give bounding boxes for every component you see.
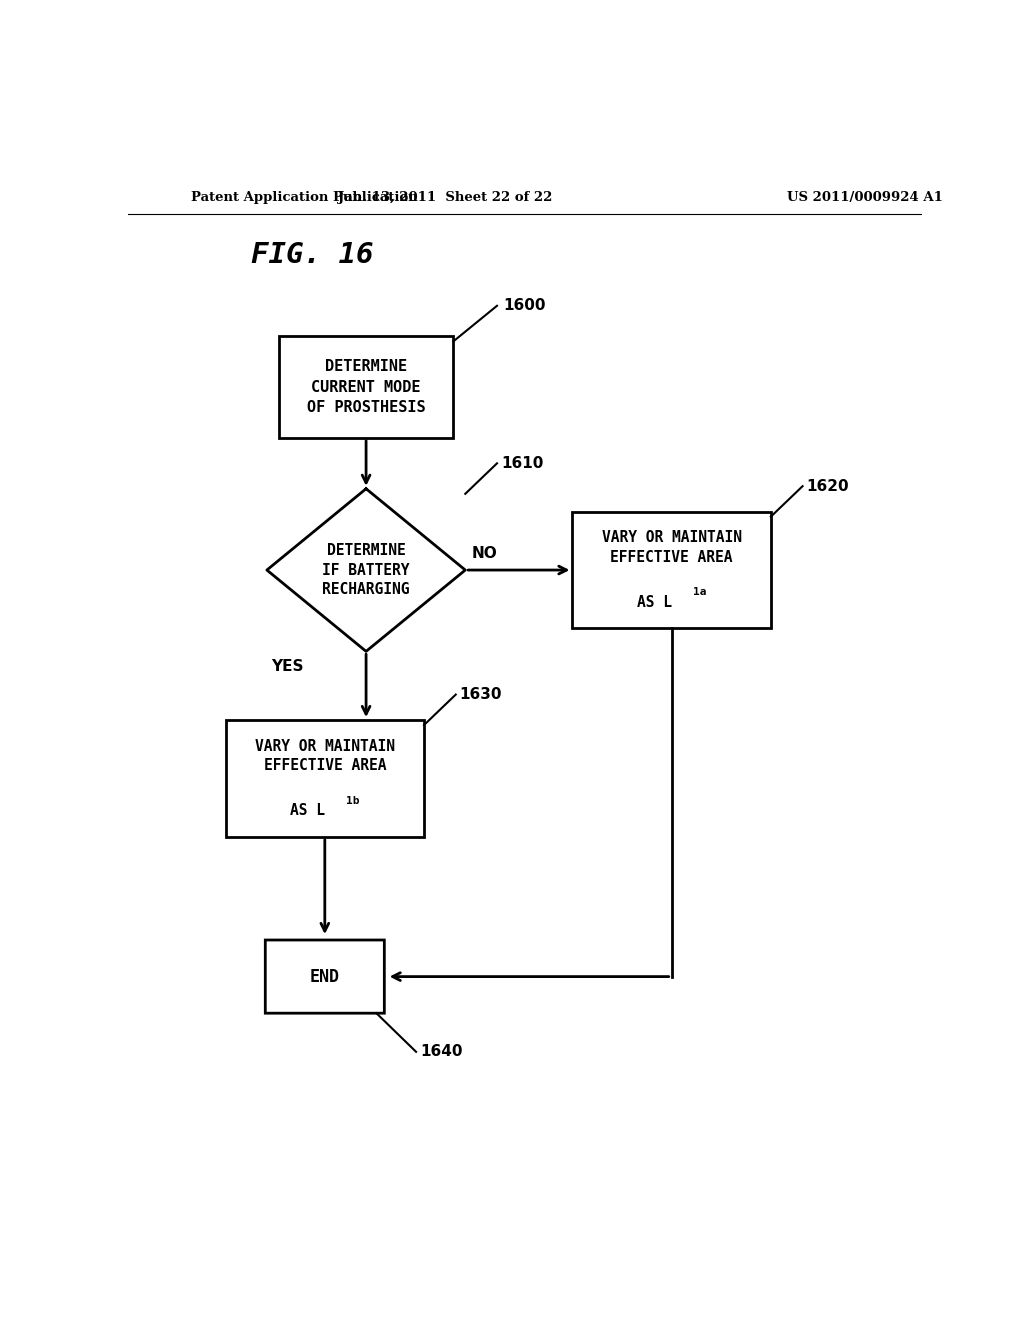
- Text: 1630: 1630: [460, 686, 502, 702]
- Text: AS L: AS L: [290, 804, 325, 818]
- Text: NO: NO: [472, 546, 498, 561]
- Text: US 2011/0009924 A1: US 2011/0009924 A1: [786, 190, 942, 203]
- Text: Jan. 13, 2011  Sheet 22 of 22: Jan. 13, 2011 Sheet 22 of 22: [338, 190, 553, 203]
- Text: DETERMINE
CURRENT MODE
OF PROSTHESIS: DETERMINE CURRENT MODE OF PROSTHESIS: [307, 359, 425, 414]
- Text: YES: YES: [270, 660, 303, 675]
- Bar: [279, 337, 454, 438]
- Text: FIG. 16: FIG. 16: [251, 242, 374, 269]
- Text: 1610: 1610: [501, 455, 544, 471]
- Text: 1a: 1a: [693, 587, 707, 598]
- Text: AS L: AS L: [637, 595, 672, 610]
- Bar: [225, 719, 424, 837]
- Text: 1600: 1600: [504, 298, 546, 313]
- Text: VARY OR MAINTAIN
EFFECTIVE AREA: VARY OR MAINTAIN EFFECTIVE AREA: [602, 531, 741, 565]
- Text: 1b: 1b: [346, 796, 359, 805]
- Bar: [294, 940, 355, 1014]
- Text: 1620: 1620: [807, 479, 849, 494]
- Text: Patent Application Publication: Patent Application Publication: [191, 190, 418, 203]
- Text: VARY OR MAINTAIN
EFFECTIVE AREA: VARY OR MAINTAIN EFFECTIVE AREA: [255, 739, 395, 774]
- Text: END: END: [310, 968, 340, 986]
- Text: 1640: 1640: [420, 1044, 463, 1060]
- Text: DETERMINE
IF BATTERY
RECHARGING: DETERMINE IF BATTERY RECHARGING: [323, 543, 410, 598]
- Bar: [572, 512, 771, 628]
- FancyBboxPatch shape: [265, 940, 384, 1014]
